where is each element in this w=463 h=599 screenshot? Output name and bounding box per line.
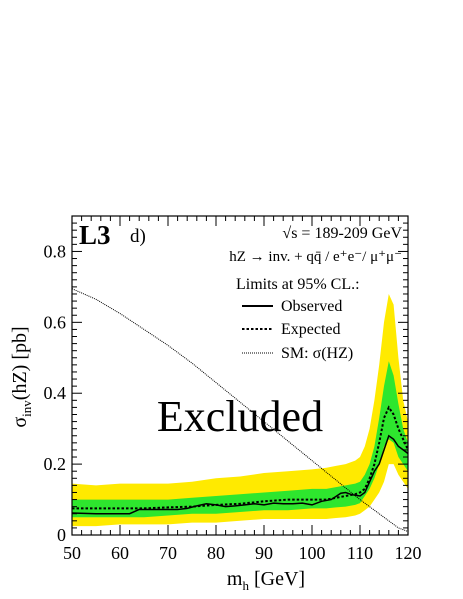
band-2sigma	[72, 294, 408, 527]
legend-label-observed: Observed	[281, 298, 342, 315]
channel-annotation: hZ → inv. + qq̄ / e⁺e⁻/ μ⁺μ⁻	[229, 249, 402, 265]
series-line-observed	[72, 434, 408, 515]
y-axis-label: σinv(hZ) [pb]	[9, 326, 34, 427]
y-tick-label: 0	[57, 525, 66, 545]
limits-title: Limits at 95% CL.:	[236, 276, 360, 293]
band-1sigma	[72, 361, 408, 518]
x-tick-label: 70	[159, 543, 177, 563]
energy-annotation: √s = 189-209 GeV	[282, 225, 402, 242]
series-line-expected	[72, 405, 408, 510]
axis-tick-labels: 50 60 70 80 90 100 110 120 0 0.2 0.4 0.6 0.8	[44, 241, 422, 563]
axis-ticks	[71, 215, 409, 536]
excluded-annotation: Excluded	[157, 392, 323, 441]
uncertainty-bands	[72, 294, 408, 527]
x-tick-label: 120	[395, 543, 422, 563]
y-tick-label: 0.8	[44, 241, 67, 261]
y-tick-label: 0.6	[44, 312, 67, 332]
x-tick-label: 60	[111, 543, 129, 563]
x-tick-label: 50	[63, 543, 81, 563]
x-tick-label: 90	[255, 543, 273, 563]
y-tick-label: 0.4	[44, 383, 67, 403]
legend-label-sm: SM: σ(HZ)	[281, 345, 353, 362]
panel-label: d)	[130, 226, 146, 247]
experiment-label: L3	[79, 220, 111, 250]
x-tick-label: 110	[347, 543, 373, 563]
series-line-sm	[72, 288, 408, 532]
plot-frame	[71, 215, 409, 536]
x-tick-label: 100	[299, 543, 326, 563]
x-tick-label: 80	[207, 543, 225, 563]
legend-label-expected: Expected	[281, 321, 341, 338]
limit-curves	[72, 288, 408, 532]
y-tick-label: 0.2	[44, 454, 67, 474]
legend: Observed Expected SM: σ(HZ)	[242, 298, 353, 362]
x-axis-label: mh [GeV]	[227, 568, 305, 593]
